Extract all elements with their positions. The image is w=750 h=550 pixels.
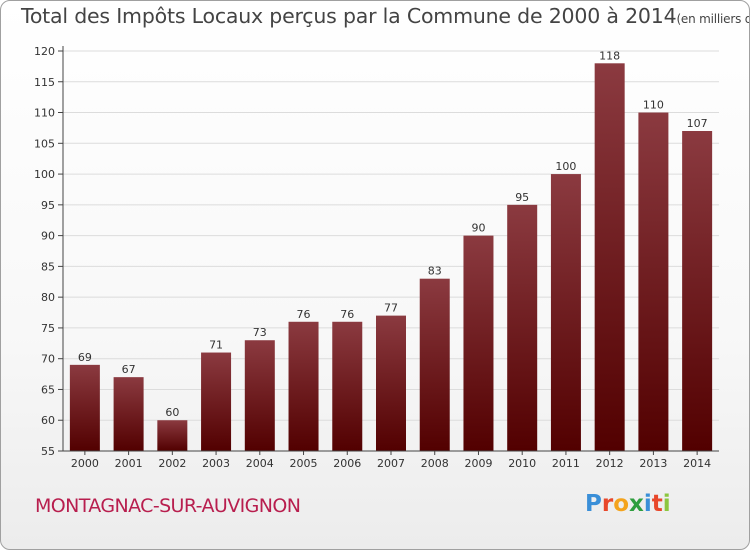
y-tick-label: 60 — [41, 414, 55, 427]
y-tick-label: 115 — [34, 76, 55, 89]
y-tick-label: 85 — [41, 260, 55, 273]
bar — [69, 364, 100, 451]
bar — [157, 420, 188, 451]
bar-value-label: 110 — [643, 99, 664, 112]
bar — [376, 315, 406, 451]
x-tick-label: 2014 — [683, 457, 711, 470]
bar — [463, 235, 494, 451]
bar-value-label: 73 — [253, 326, 267, 339]
commune-name: MONTAGNAC-SUR-AUVIGNON — [35, 495, 301, 517]
y-tick-label: 90 — [41, 230, 55, 243]
logo-letter: r — [601, 491, 614, 517]
bar — [244, 340, 275, 451]
y-tick-label: 70 — [41, 353, 55, 366]
logo-letter: P — [585, 491, 602, 517]
bar-value-label: 83 — [428, 265, 442, 278]
labels: 55 60 65 70 75 80 85 90 95 100 105 110 115 120 69 2000 6… — [34, 45, 711, 470]
y-tick-label: 80 — [41, 291, 55, 304]
logo-letter: t — [651, 491, 663, 517]
bar-value-label: 76 — [340, 308, 354, 321]
y-tick-label: 105 — [34, 137, 55, 150]
x-tick-label: 2011 — [552, 457, 580, 470]
x-tick-label: 2001 — [115, 457, 143, 470]
x-tick-label: 2000 — [71, 457, 99, 470]
bar-value-label: 60 — [165, 406, 179, 419]
x-tick-label: 2007 — [377, 457, 405, 470]
y-tick-label: 95 — [41, 199, 55, 212]
x-tick-label: 2002 — [158, 457, 186, 470]
bar — [594, 63, 625, 452]
bar — [288, 321, 319, 451]
bar — [113, 377, 144, 451]
bar-value-label: 69 — [78, 351, 92, 364]
x-tick-label: 2013 — [639, 457, 667, 470]
bar-value-label: 76 — [297, 308, 311, 321]
chart-title-main: Total des Impôts Locaux perçus par la Co… — [21, 4, 677, 28]
bar — [638, 112, 669, 452]
bar-value-label: 118 — [599, 49, 620, 62]
chart-title: Total des Impôts Locaux perçus par la Co… — [21, 4, 749, 28]
x-tick-label: 2003 — [202, 457, 230, 470]
chart-title-unit: (en milliers d'€) — [676, 12, 749, 26]
y-tick-label: 100 — [34, 168, 55, 181]
bar-value-label: 77 — [384, 302, 398, 315]
bar — [332, 321, 363, 451]
bar — [682, 131, 713, 451]
logo-letter: o — [613, 491, 630, 517]
bar-value-label: 90 — [471, 222, 485, 235]
x-tick-label: 2006 — [333, 457, 361, 470]
bar-value-label: 95 — [515, 191, 529, 204]
y-tick-label: 120 — [34, 45, 55, 58]
logo-letter: x — [629, 491, 644, 517]
bar-value-label: 107 — [687, 117, 708, 130]
logo-letter: i — [662, 491, 671, 517]
bar-value-label: 71 — [209, 339, 223, 352]
bar — [419, 278, 450, 451]
x-tick-label: 2010 — [508, 457, 536, 470]
x-tick-label: 2012 — [596, 457, 624, 470]
x-tick-label: 2008 — [421, 457, 449, 470]
x-tick-label: 2009 — [464, 457, 492, 470]
y-tick-label: 65 — [41, 383, 55, 396]
bar — [550, 174, 581, 452]
proxiti-logo: Proxiti — [585, 491, 671, 517]
bar-value-label: 67 — [122, 363, 136, 376]
y-tick-label: 55 — [41, 445, 55, 458]
y-tick-label: 110 — [34, 107, 55, 120]
axes — [58, 46, 719, 455]
x-tick-label: 2004 — [246, 457, 274, 470]
bar-value-label: 100 — [555, 160, 576, 173]
bar — [201, 352, 232, 451]
logo-letter: i — [643, 491, 652, 517]
bar — [507, 204, 538, 451]
x-tick-label: 2005 — [290, 457, 318, 470]
bars — [69, 63, 713, 452]
y-tick-label: 75 — [41, 322, 55, 335]
